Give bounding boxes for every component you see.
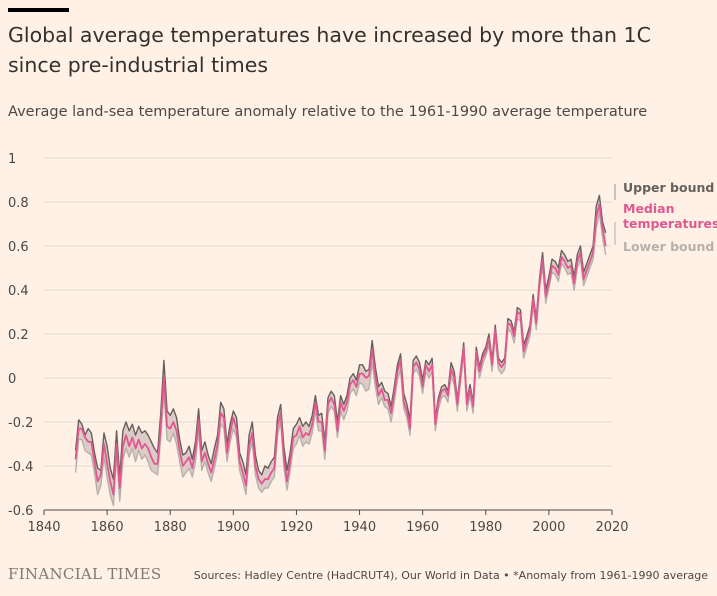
x-tick-label: 2020: [595, 520, 628, 535]
x-tick-label: 1840: [27, 520, 60, 535]
x-tick-label: 1860: [91, 520, 124, 535]
y-tick-label: -0.2: [8, 416, 33, 431]
title-accent-bar: [8, 8, 69, 12]
x-axis: 1840 1860 1880 1900 1920 1940 1960 1980 2000 2020: [27, 509, 629, 535]
x-tick-label: 2000: [532, 520, 565, 535]
x-tick-label: 1880: [154, 520, 187, 535]
legend-median-label: Median temperatures: [623, 201, 717, 231]
y-tick-label: 0: [8, 372, 16, 387]
y-tick-label: 0.2: [8, 328, 29, 343]
y-tick-label: -0.6: [8, 504, 33, 519]
x-tick-label: 1940: [343, 520, 376, 535]
series-lines: [74, 194, 607, 507]
y-tick-label: -0.4: [8, 460, 33, 475]
y-axis-ticks: -0.6 -0.4 -0.2 0 0.2 0.4 0.6 0.8 1: [8, 152, 33, 519]
legend-median-word: temperatures: [623, 216, 717, 231]
y-tick-label: 1: [8, 152, 16, 167]
source-note: Sources: Hadley Centre (HadCRUT4), Our W…: [193, 569, 708, 582]
y-tick-label: 0.6: [8, 240, 29, 255]
legend-median-word: Median: [623, 201, 674, 216]
x-tick-label: 1980: [469, 520, 502, 535]
legend: Upper bound Median temperatures Lower bou…: [614, 180, 717, 254]
legend-lower-label: Lower bound: [623, 239, 714, 254]
median-line: [74, 203, 607, 496]
chart-title: Global average temperatures have increas…: [8, 23, 651, 77]
x-tick-label: 1900: [217, 520, 250, 535]
chart-subtitle: Average land-sea temperature anomaly rel…: [8, 104, 648, 120]
y-tick-label: 0.4: [8, 284, 29, 299]
x-tick-label: 1920: [280, 520, 313, 535]
financial-times-logo: FINANCIAL TIMES: [8, 565, 162, 583]
gridlines: [44, 157, 612, 467]
legend-upper-label: Upper bound: [623, 180, 714, 195]
x-tick-label: 1960: [406, 520, 439, 535]
upper-bound-line: [74, 194, 607, 480]
y-tick-label: 0.8: [8, 196, 29, 211]
